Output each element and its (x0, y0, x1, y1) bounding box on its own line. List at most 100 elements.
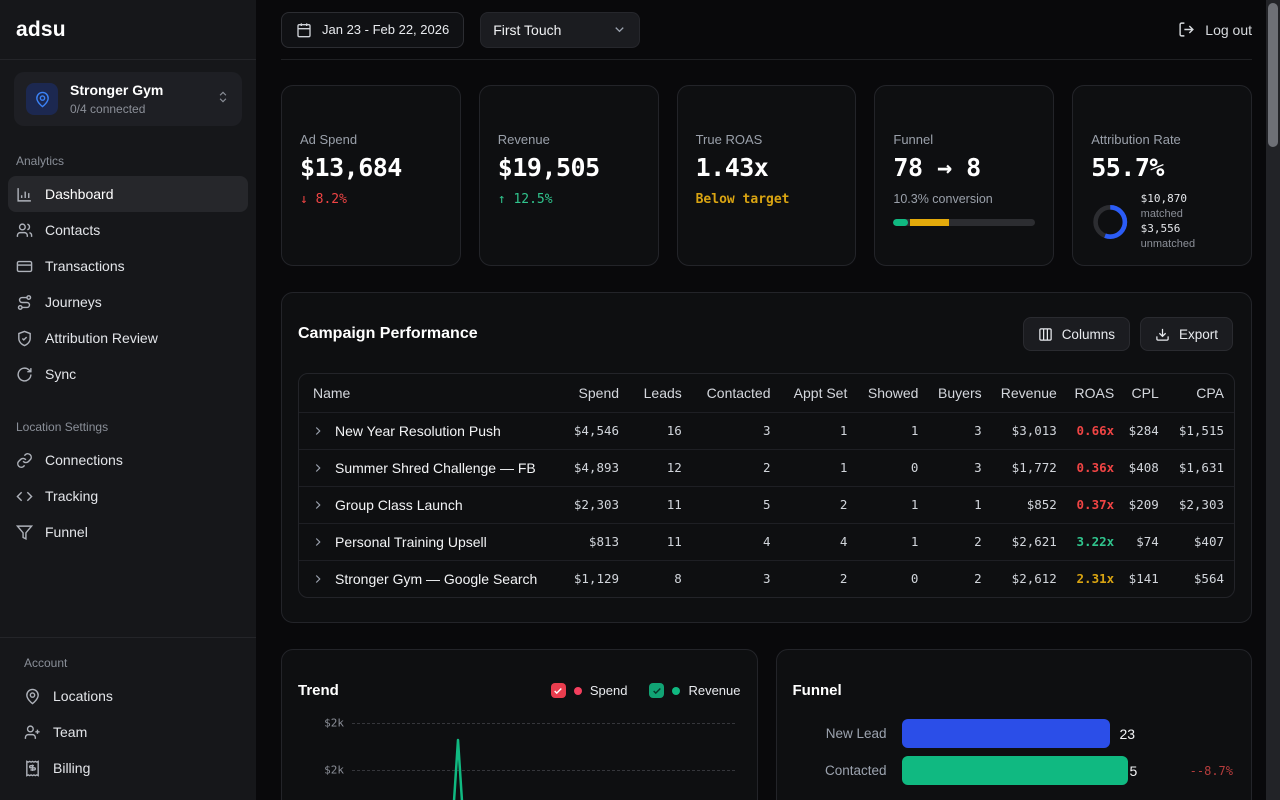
spend-dot-icon (573, 686, 582, 695)
users-icon (16, 222, 33, 239)
nav-location-settings: Connections Tracking Funnel (0, 442, 256, 550)
kpi-conversion-note: 10.3% conversion (893, 192, 993, 206)
campaign-table: Name Spend Leads Contacted Appt Set Show… (298, 373, 1235, 598)
col-header-buyers: Buyers (938, 384, 982, 401)
col-header-spend: Spend (578, 384, 620, 401)
table-row[interactable]: Summer Shred Challenge — FB $4,893 12 2 … (299, 448, 1234, 486)
table-row[interactable]: Personal Training Upsell $813 11 4 4 1 2… (299, 522, 1234, 560)
location-pin-icon (26, 83, 58, 115)
nav-analytics: Dashboard Contacts Transactions Journeys… (0, 176, 256, 392)
sidebar-item-transactions[interactable]: Transactions (8, 248, 248, 284)
section-label-account: Account (24, 656, 68, 670)
sidebar-item-sync[interactable]: Sync (8, 356, 248, 392)
sidebar-item-funnel[interactable]: Funnel (8, 514, 248, 550)
table-row[interactable]: Group Class Launch $2,303 11 5 2 1 1 $85… (299, 485, 1234, 523)
funnel-bar-new-lead (901, 719, 1110, 748)
columns-button[interactable]: Columns (1022, 317, 1130, 351)
funnel-stage-value: 23 (1119, 725, 1136, 742)
shield-check-icon (16, 330, 33, 347)
y-tick-bottom: $2k (324, 763, 344, 777)
sidebar-item-tracking[interactable]: Tracking (8, 478, 248, 514)
download-icon (1155, 327, 1170, 342)
main-area: Jan 23 - Feb 22, 2026 First Touch Log ou… (256, 0, 1280, 800)
col-header-showed: Showed (867, 384, 919, 401)
chevron-right-icon[interactable] (311, 461, 325, 475)
col-header-appt-set: Appt Set (793, 384, 848, 401)
legend-item-revenue[interactable]: Revenue (649, 683, 741, 698)
funnel-stage-label: New Lead (825, 726, 887, 741)
funnel-card: Funnel New Lead 23 Contacted 5 --8.7% (775, 649, 1252, 800)
refresh-icon (16, 366, 33, 383)
section-label-analytics: Analytics (16, 154, 65, 168)
legend-item-spend[interactable]: Spend (550, 683, 627, 698)
sidebar-item-billing[interactable]: Billing (16, 750, 240, 786)
kpi-value: 78 → 8 (893, 153, 981, 182)
kpi-label: Ad Spend (300, 132, 358, 147)
campaign-performance-title: Campaign Performance (298, 325, 478, 342)
sidebar-item-contacts[interactable]: Contacts (8, 212, 248, 248)
col-header-cpa: CPA (1196, 384, 1224, 401)
roas-value: 0.37x (1066, 485, 1125, 523)
scrollbar-thumb[interactable] (1268, 3, 1278, 147)
trend-card: Trend Spend Revenue (281, 649, 758, 800)
section-label-location-settings: Location Settings (16, 420, 109, 434)
sidebar-item-locations[interactable]: Locations (16, 678, 240, 714)
trend-revenue-line (452, 738, 464, 800)
table-row[interactable]: Stronger Gym — Google Search $1,129 8 3 … (299, 559, 1234, 597)
funnel-stage-label: Contacted (824, 763, 887, 778)
table-header-row: Name Spend Leads Contacted Appt Set Show… (299, 374, 1234, 412)
kpi-label: Revenue (497, 132, 550, 147)
bottom-charts-row: Trend Spend Revenue (281, 649, 1252, 800)
revenue-checkbox[interactable] (649, 683, 665, 698)
chevron-right-icon[interactable] (311, 535, 325, 549)
trend-legend: Spend Revenue (550, 683, 741, 698)
kpi-value: 55.7% (1091, 153, 1164, 182)
date-range-button[interactable]: Jan 23 - Feb 22, 2026 (281, 11, 465, 48)
table-row[interactable]: New Year Resolution Push $4,546 16 3 1 1… (299, 411, 1234, 449)
funnel-rows: New Lead 23 Contacted 5 --8.7% (793, 719, 1236, 785)
roas-value: 3.22x (1066, 522, 1125, 560)
chevron-right-icon[interactable] (311, 572, 325, 586)
col-header-contacted: Contacted (706, 384, 771, 401)
location-name: Stronger Gym (70, 82, 164, 98)
progress-segment-green (893, 219, 908, 226)
attribution-donut-arc (1093, 204, 1128, 239)
sidebar-item-journeys[interactable]: Journeys (8, 284, 248, 320)
app-logo: adsu (16, 17, 66, 41)
chevron-right-icon[interactable] (311, 424, 325, 438)
location-selector[interactable]: Stronger Gym 0/4 connected (14, 72, 242, 126)
chevron-down-icon (612, 22, 627, 37)
export-button[interactable]: Export (1139, 317, 1233, 351)
account-section: Account Locations Team Billing (0, 638, 256, 800)
kpi-card-revenue: Revenue $19,505 ↑ 12.5% (478, 85, 659, 266)
kpi-row: Ad Spend $13,684 ↓ 8.2% Revenue $19,505 … (281, 85, 1252, 266)
funnel-progress-bar (893, 219, 1036, 226)
sidebar-item-dashboard[interactable]: Dashboard (8, 176, 248, 212)
chevron-right-icon[interactable] (311, 498, 325, 512)
nav-account: Locations Team Billing (0, 678, 256, 786)
kpi-value: 1.43x (695, 153, 769, 182)
kpi-label: True ROAS (695, 132, 763, 147)
campaign-performance-card: Campaign Performance Columns Export (281, 292, 1252, 623)
attribution-model-select[interactable]: First Touch (480, 11, 641, 48)
col-header-revenue: Revenue (1000, 384, 1057, 401)
sidebar-item-connections[interactable]: Connections (8, 442, 248, 478)
columns-icon (1038, 327, 1053, 342)
attribution-model-value: First Touch (493, 21, 562, 38)
location-status: 0/4 connected (70, 102, 146, 116)
sidebar: adsu Stronger Gym 0/4 connected Analytic… (0, 0, 256, 800)
kpi-delta: ↓ 8.2% (300, 192, 347, 207)
sidebar-item-team[interactable]: Team (16, 714, 240, 750)
scrollbar-track[interactable] (1266, 0, 1280, 800)
user-plus-icon (24, 724, 41, 741)
kpi-card-true-roas: True ROAS 1.43x Below target (676, 85, 857, 266)
logout-button[interactable]: Log out (1178, 21, 1252, 38)
funnel-stage-delta: --8.7% (1189, 763, 1233, 778)
unmatched-amount: $3,556 (1140, 221, 1181, 235)
funnel-row-contacted: Contacted 5 --8.7% (793, 756, 1236, 785)
sidebar-item-attribution-review[interactable]: Attribution Review (8, 320, 248, 356)
roas-value: 0.36x (1066, 448, 1125, 486)
campaign-name: Summer Shred Challenge — FB (335, 459, 536, 476)
spend-checkbox[interactable] (550, 683, 566, 698)
progress-segment-amber (909, 219, 949, 226)
